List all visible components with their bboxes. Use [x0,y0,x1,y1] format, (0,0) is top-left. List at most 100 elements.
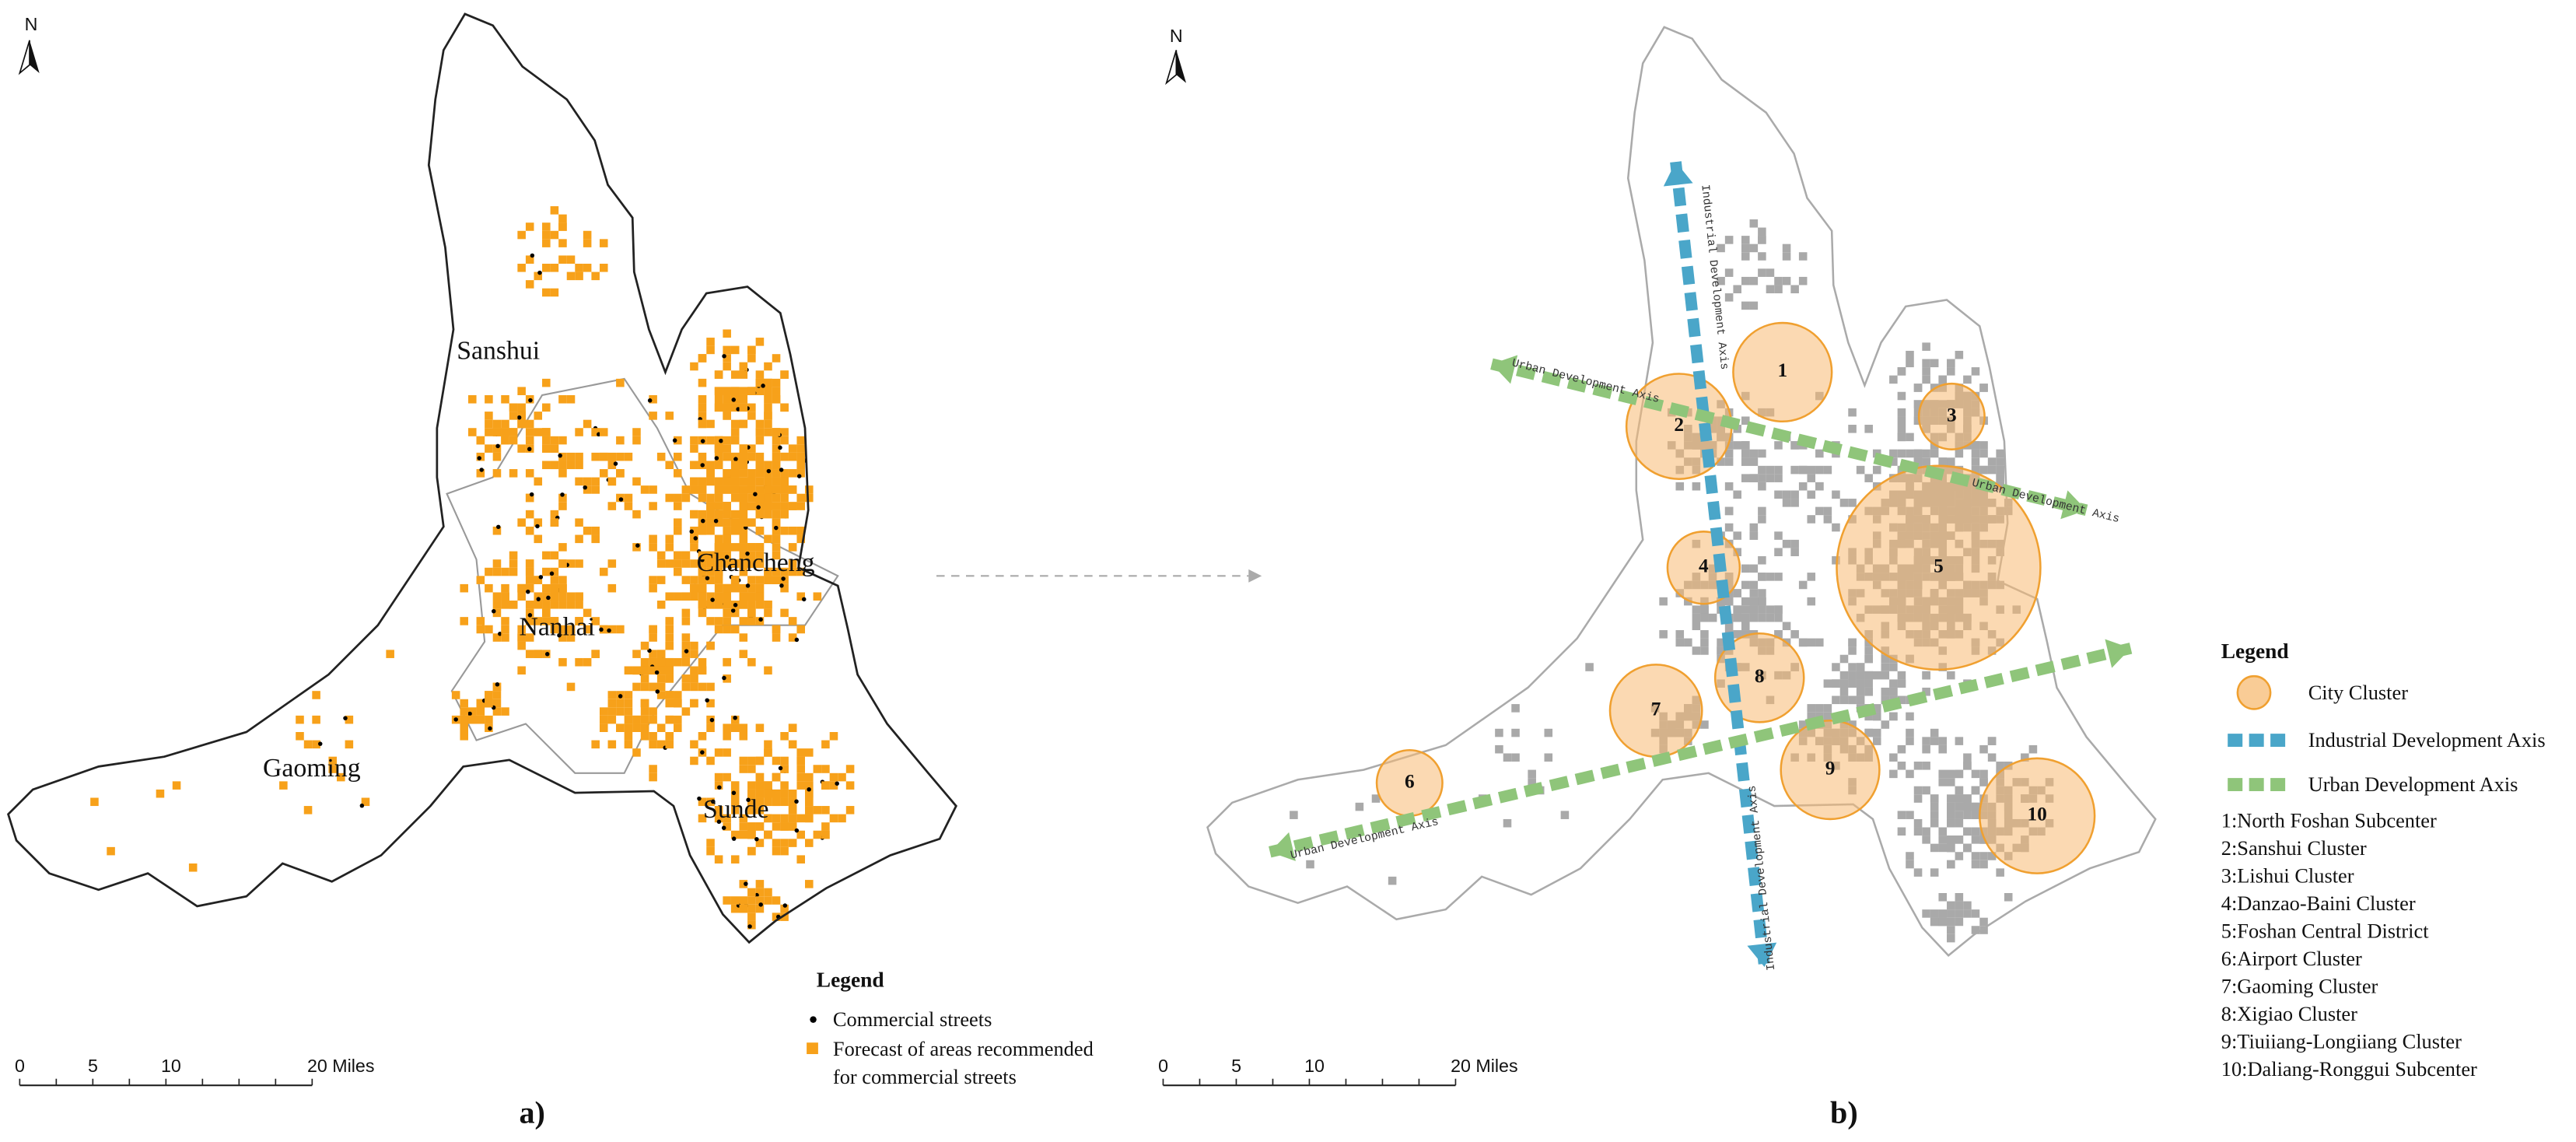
urban-cell [1947,359,1955,368]
forecast-cell [730,485,740,494]
scale-label: 0 [1158,1056,1168,1076]
urban-cell [1741,252,1750,261]
legend-title: Legend [817,968,884,991]
forecast-cell [485,412,493,420]
forecast-cell [583,526,592,535]
urban-cell [1987,852,1997,860]
forecast-cell [674,551,682,560]
forecast-cell [492,428,502,436]
forecast-cell [714,403,723,412]
forecast-cell [714,370,723,379]
forecast-cell [591,740,600,749]
urban-cell [1947,778,1955,786]
urban-cell [1930,737,1939,745]
forecast-cell [723,625,731,634]
forecast-cell [640,732,649,741]
commercial-street [700,439,705,443]
forecast-cell [714,502,723,510]
urban-cell [1987,737,1997,745]
forecast-cell [476,699,485,708]
forecast-cell [730,559,740,568]
forecast-cell [805,781,814,790]
urban-cell [1897,679,1906,688]
forecast-cell [656,650,666,658]
forecast-cell [730,370,740,379]
urban-cell [1724,293,1734,302]
forecast-cell [681,493,691,503]
urban-cell [1864,712,1873,721]
forecast-cell [772,428,781,436]
urban-cell [1872,737,1881,745]
forecast-cell [485,419,493,429]
commercial-street [700,463,705,468]
forecast-cell [583,239,592,247]
forecast-cell [542,444,551,453]
forecast-cell [739,592,748,601]
forecast-cell [624,452,633,461]
forecast-cell [485,444,493,453]
forecast-cell [607,583,617,593]
forecast-cell [656,559,666,568]
forecast-cell [345,740,354,749]
forecast-cell [813,765,822,773]
commercial-street [546,595,551,601]
urban-cell [1741,630,1750,639]
forecast-cell [624,707,633,716]
commercial-street [801,597,807,602]
urban-cell [1782,539,1791,548]
forecast-cell [550,444,559,453]
forecast-cell [780,732,789,741]
urban-cell [1839,654,1849,664]
forecast-cell [649,740,657,749]
commercial-street [530,253,535,258]
urban-cell [1807,638,1816,647]
forecast-cell [714,485,723,494]
forecast-cell [558,592,567,601]
forecast-cell [723,748,731,757]
urban-cell [1766,573,1775,581]
forecast-cell [755,797,765,807]
forecast-cell [501,567,509,576]
forecast-cell [566,461,576,470]
forecast-cell [780,485,789,494]
forecast-cell [467,707,477,716]
forecast-cell [591,477,600,486]
forecast-cell [517,412,526,420]
urban-cell [1807,597,1816,606]
urban-cell [1930,794,1939,803]
scale-label: 5 [1231,1056,1241,1076]
cluster-number: 4 [1699,555,1709,577]
forecast-cell [698,378,707,387]
forecast-cell [747,657,756,667]
urban-cell [1774,465,1783,475]
forecast-cell [542,222,551,231]
place-label: Sanshui [457,337,540,366]
forecast-cell [730,477,740,486]
commercial-street [527,613,533,618]
forecast-cell [534,412,543,420]
urban-cell [1684,638,1692,647]
forecast-cell [517,387,526,395]
commercial-street [536,597,541,601]
forecast-cell [723,559,731,568]
forecast-cell [279,781,288,790]
urban-cell [1528,769,1536,779]
urban-cell [1774,441,1783,450]
urban-cell [1913,408,1923,417]
urban-cell [1692,613,1701,622]
forecast-cell [698,452,707,461]
forecast-cell [723,510,731,519]
forecast-cell [739,477,748,486]
forecast-cell [492,452,502,461]
forecast-cell [501,617,509,625]
urban-cell [1741,613,1750,622]
scale-label: 0 [15,1056,25,1076]
urban-cell [1963,753,1972,762]
urban-cell [1815,506,1824,516]
urban-cell [1774,474,1783,482]
forecast-cell [665,534,674,544]
commercial-street [714,456,719,461]
forecast-cell [624,691,633,699]
forecast-cell [550,518,559,527]
forecast-cell [845,806,855,814]
